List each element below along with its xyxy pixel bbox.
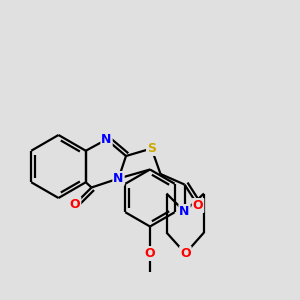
Text: O: O [193,199,203,212]
Text: O: O [180,247,191,260]
Text: S: S [147,142,156,155]
Text: N: N [179,205,190,218]
Text: O: O [70,197,80,211]
Text: N: N [113,172,124,185]
Text: O: O [145,247,155,260]
Text: N: N [101,133,112,146]
